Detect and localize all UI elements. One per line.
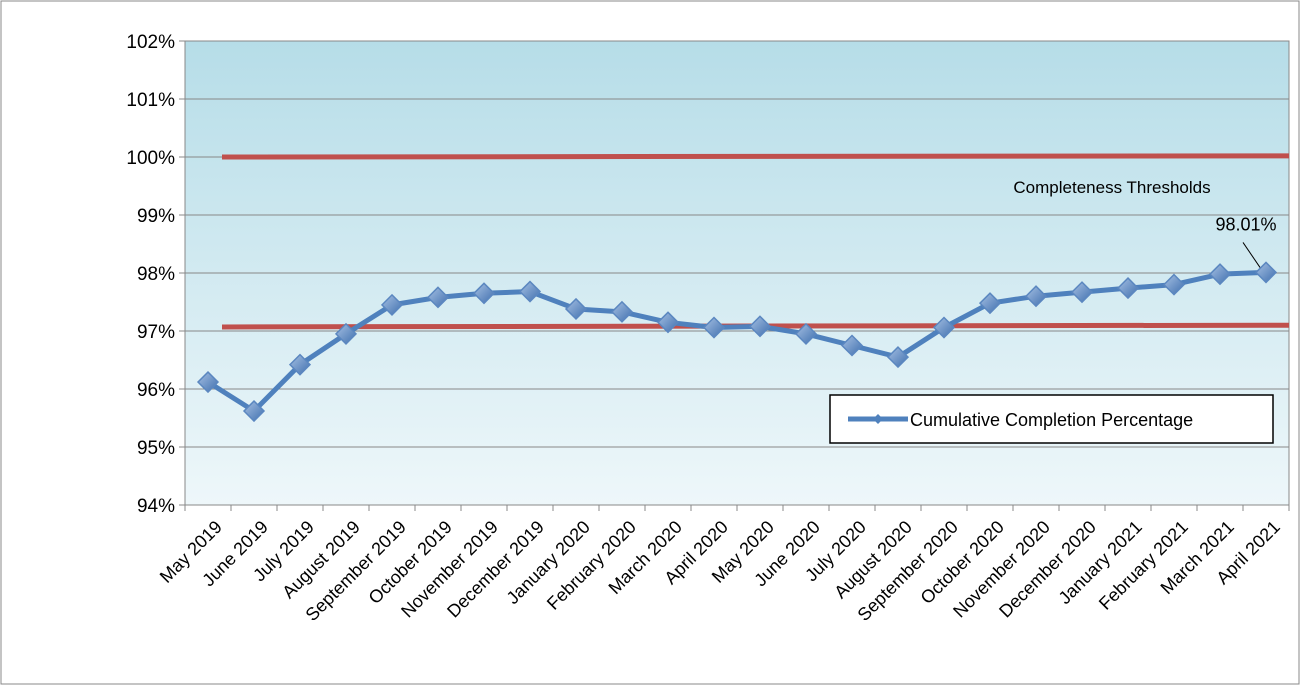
data-point bbox=[518, 280, 542, 303]
data-point bbox=[426, 286, 450, 309]
data-point bbox=[794, 322, 818, 345]
y-tick-label: 94% bbox=[137, 496, 175, 517]
y-tick-label: 95% bbox=[137, 438, 175, 459]
y-tick-label: 99% bbox=[137, 206, 175, 227]
data-point bbox=[242, 399, 266, 423]
data-point bbox=[288, 353, 312, 376]
data-point bbox=[1254, 261, 1278, 284]
data-point bbox=[564, 297, 588, 321]
y-tick-label: 102% bbox=[126, 32, 175, 53]
data-point bbox=[1162, 273, 1186, 296]
data-point bbox=[1208, 263, 1232, 286]
y-tick-label: 100% bbox=[126, 148, 175, 169]
y-tick-label: 96% bbox=[137, 380, 175, 401]
data-point bbox=[840, 334, 864, 357]
legend-label: Cumulative Completion Percentage bbox=[910, 410, 1193, 430]
data-point bbox=[196, 370, 220, 394]
data-point bbox=[1116, 277, 1140, 300]
y-tick-label: 98% bbox=[137, 264, 175, 285]
data-point bbox=[978, 292, 1002, 315]
y-tick-label: 97% bbox=[137, 322, 175, 343]
legend-marker bbox=[873, 414, 883, 424]
y-tick-label: 101% bbox=[126, 90, 175, 111]
threshold-line bbox=[221, 153, 1290, 160]
data-point bbox=[932, 316, 956, 339]
data-point bbox=[380, 293, 404, 316]
data-point bbox=[610, 300, 634, 323]
data-label: 98.01% bbox=[1215, 214, 1276, 234]
data-point bbox=[748, 315, 772, 338]
data-point bbox=[656, 311, 680, 334]
data-point bbox=[1024, 285, 1048, 308]
data-point bbox=[334, 322, 358, 345]
data-point bbox=[1070, 281, 1094, 304]
threshold-label: Completeness Thresholds bbox=[1013, 178, 1210, 197]
label-leader bbox=[1242, 242, 1261, 268]
data-point bbox=[886, 346, 910, 369]
data-point bbox=[472, 282, 496, 305]
data-point bbox=[702, 316, 726, 339]
